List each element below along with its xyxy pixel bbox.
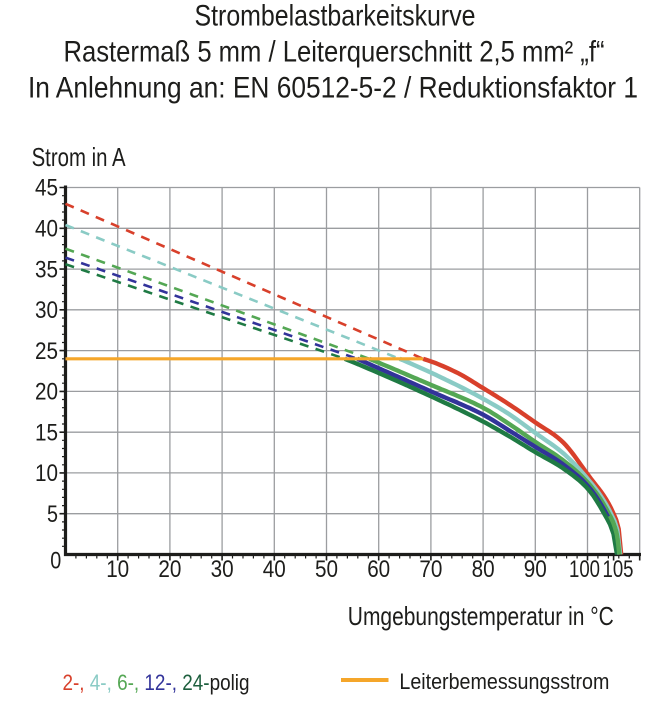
svg-text:30: 30 bbox=[211, 556, 234, 583]
svg-text:20: 20 bbox=[35, 379, 58, 406]
svg-text:Strom in A: Strom in A bbox=[32, 142, 127, 172]
svg-text:15: 15 bbox=[35, 419, 58, 446]
svg-text:60: 60 bbox=[367, 556, 390, 583]
svg-text:25: 25 bbox=[35, 338, 58, 365]
svg-text:2-, 4-, 6-, 12-, 24-polig: 2-, 4-, 6-, 12-, 24-polig bbox=[63, 670, 250, 695]
svg-text:40: 40 bbox=[35, 216, 58, 243]
svg-text:Umgebungstemperatur in °C: Umgebungstemperatur in °C bbox=[348, 601, 614, 631]
svg-text:20: 20 bbox=[158, 556, 181, 583]
svg-text:5: 5 bbox=[47, 501, 58, 528]
svg-text:35: 35 bbox=[35, 256, 58, 283]
svg-text:70: 70 bbox=[419, 556, 442, 583]
svg-text:80: 80 bbox=[472, 556, 495, 583]
svg-text:0: 0 bbox=[50, 548, 61, 575]
svg-text:10: 10 bbox=[106, 556, 129, 583]
svg-text:In Anlehnung an: EN 60512-5-2: In Anlehnung an: EN 60512-5-2 / Reduktio… bbox=[28, 71, 638, 104]
svg-text:Rastermaß 5 mm / Leiterquersch: Rastermaß 5 mm / Leiterquerschnitt 2,5 m… bbox=[64, 36, 605, 69]
svg-text:40: 40 bbox=[263, 556, 286, 583]
svg-text:Strombelastbarkeitskurve: Strombelastbarkeitskurve bbox=[195, 0, 476, 33]
svg-text:45: 45 bbox=[35, 175, 58, 202]
svg-text:10: 10 bbox=[35, 460, 58, 487]
svg-text:Leiterbemessungsstrom: Leiterbemessungsstrom bbox=[399, 669, 609, 694]
svg-text:105: 105 bbox=[603, 556, 634, 583]
svg-text:90: 90 bbox=[524, 556, 547, 583]
svg-text:100: 100 bbox=[569, 556, 600, 583]
svg-text:30: 30 bbox=[35, 297, 58, 324]
svg-text:50: 50 bbox=[315, 556, 338, 583]
